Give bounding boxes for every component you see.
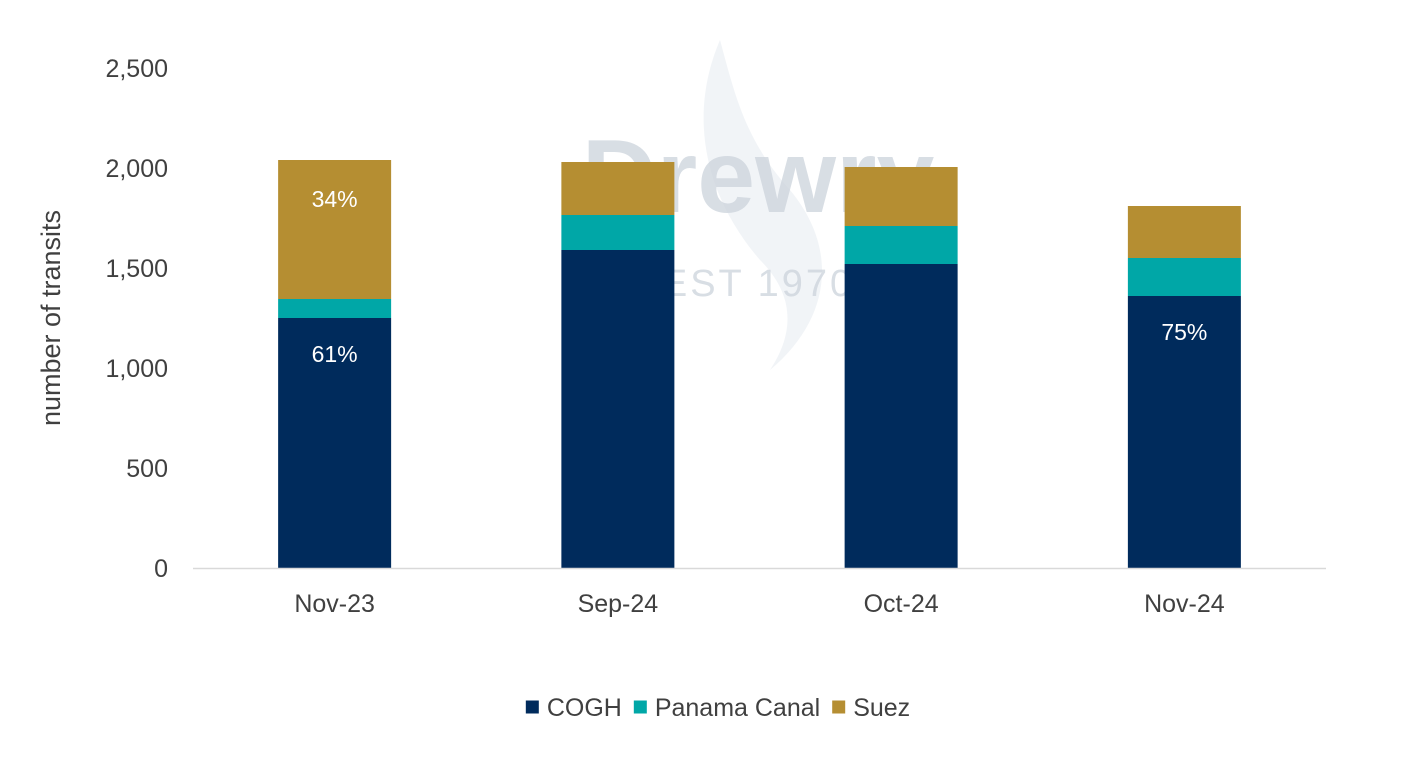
data-label: 61% [312,341,358,367]
bar-segment-cogh [1127,296,1241,568]
y-axis-title: number of transits [36,210,66,426]
legend-item: Suez [832,694,910,722]
legend-label: Panama Canal [655,694,820,722]
y-tick-label: 2,500 [105,55,168,83]
legend-item: COGH [525,694,622,722]
legend-swatch [525,700,539,714]
bar-segment-panama-canal [278,299,392,318]
x-tick-label: Nov-24 [1144,590,1225,618]
legend-label: COGH [547,694,622,722]
bar-segment-suez [1127,206,1241,258]
bar-segment-suez [844,167,958,226]
x-tick-label: Sep-24 [578,590,659,618]
y-tick-label: 2,000 [105,155,168,183]
drewry-watermark: Drewry EST 1970 [582,40,934,370]
legend-item: Panama Canal [633,694,820,722]
y-tick-label: 0 [154,555,168,583]
legend-swatch [832,700,846,714]
legend-swatch [633,700,647,714]
y-tick-label: 1,000 [105,355,168,383]
bars [278,160,1241,568]
bar-segment-suez [561,162,675,215]
bar-segment-panama-canal [1127,258,1241,296]
x-axis: Nov-23 Sep-24 Oct-24 Nov-24 [193,567,1326,618]
bar-segment-suez [278,160,392,299]
x-tick-label: Oct-24 [864,590,939,618]
bar-segment-panama-canal [561,215,675,250]
x-tick-label: Nov-23 [294,590,375,618]
data-label: 34% [312,186,358,212]
bar-segment-cogh [561,250,675,568]
data-labels: 34% 61% 75% [312,186,1208,367]
data-label: 75% [1161,319,1207,345]
legend-label: Suez [853,694,910,722]
watermark-est: EST 1970 [662,263,854,305]
y-tick-label: 500 [126,455,168,483]
y-tick-label: 1,500 [105,255,168,283]
y-axis: 0 500 1,000 1,500 2,000 2,500 [105,55,168,583]
bar-segment-cogh [278,318,392,568]
bar-segment-cogh [844,264,958,568]
bar-segment-panama-canal [844,226,958,264]
legend: COGH Panama Canal Suez [525,694,910,722]
